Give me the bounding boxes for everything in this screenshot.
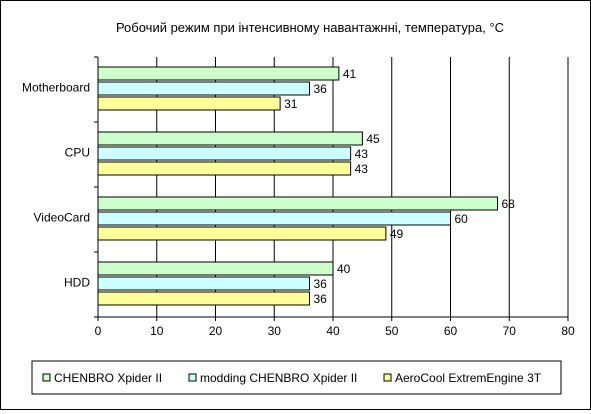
bar-videocard-series-0: [97, 196, 498, 211]
data-label-hdd-series-1: 36: [314, 277, 328, 291]
x-tick-label-0: 0: [95, 324, 102, 338]
data-label-hdd-series-2: 36: [314, 292, 328, 306]
bar-cpu-series-1: [97, 146, 352, 161]
bar-motherboard-series-1: [97, 81, 310, 96]
data-label-videocard-series-2: 49: [390, 227, 404, 241]
category-label-videocard: VideoCard: [34, 211, 90, 225]
data-label-motherboard-series-0: 41: [343, 67, 357, 81]
legend: CHENBRO Xpider II modding CHENBRO Xpider …: [31, 360, 562, 395]
data-label-videocard-series-0: 68: [502, 197, 516, 211]
x-tick-label-50: 50: [385, 324, 399, 338]
legend-label-1: modding CHENBRO Xpider II: [200, 371, 357, 385]
data-label-cpu-series-0: 45: [366, 132, 380, 146]
x-tick-label-70: 70: [503, 324, 517, 338]
bar-cpu-series-0: [97, 131, 363, 146]
legend-swatch-1: [188, 373, 197, 382]
bars: [97, 66, 498, 306]
data-label-cpu-series-1: 43: [355, 147, 369, 161]
legend-swatch-2: [383, 373, 392, 382]
data-label-motherboard-series-1: 36: [314, 82, 328, 96]
x-tick-label-10: 10: [150, 324, 164, 338]
data-label-motherboard-series-2: 31: [284, 97, 298, 111]
bar-motherboard-series-2: [97, 96, 281, 111]
chart-title: Робочий режим при інтенсивному навантажн…: [116, 20, 504, 35]
legend-box: [31, 360, 562, 395]
legend-label-2: AeroCool ExtremEngine 3T: [395, 371, 542, 385]
category-label-motherboard: Motherboard: [22, 81, 90, 95]
legend-swatch-0: [42, 373, 51, 382]
bar-hdd-series-2: [97, 291, 310, 306]
bar-cpu-series-2: [97, 161, 352, 176]
category-label-cpu: CPU: [65, 146, 90, 160]
data-label-cpu-series-2: 43: [355, 162, 369, 176]
data-label-videocard-series-1: 60: [455, 212, 469, 226]
data-label-hdd-series-0: 40: [337, 262, 351, 276]
x-tick-label-20: 20: [209, 324, 223, 338]
x-tick-label-60: 60: [444, 324, 458, 338]
legend-label-0: CHENBRO Xpider II: [54, 371, 162, 385]
bar-videocard-series-1: [97, 211, 451, 226]
axes: Motherboard CPU VideoCard HDD 0 10 20 30 40 50 60 7…: [22, 56, 575, 338]
bar-motherboard-series-0: [97, 66, 340, 81]
bar-hdd-series-1: [97, 276, 310, 291]
bar-hdd-series-0: [97, 261, 334, 276]
category-label-hdd: HDD: [64, 276, 90, 290]
x-tick-label-80: 80: [561, 324, 575, 338]
x-tick-label-30: 30: [268, 324, 282, 338]
x-tick-label-40: 40: [326, 324, 340, 338]
bar-videocard-series-2: [97, 226, 387, 241]
